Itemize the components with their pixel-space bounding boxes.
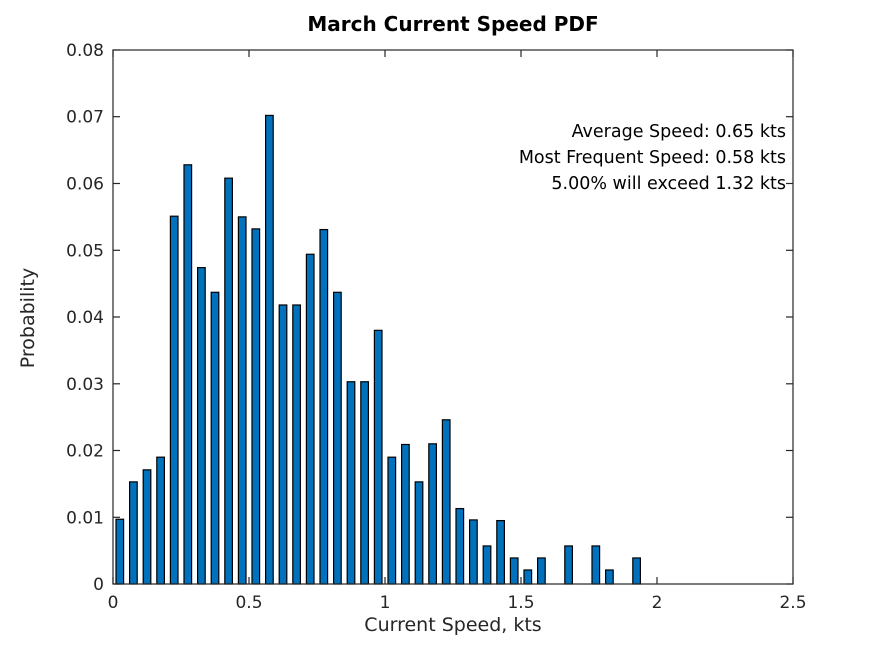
bar: [482, 545, 492, 585]
bar: [156, 456, 166, 585]
bar: [142, 469, 152, 585]
bar: [319, 228, 329, 585]
annotation-average-speed: Average Speed: 0.65 kts: [571, 122, 786, 142]
bar: [278, 304, 288, 585]
y-tick-label: 0.03: [66, 375, 104, 395]
bar: [604, 569, 614, 585]
bar: [333, 291, 342, 585]
y-tick-label: 0.02: [66, 442, 104, 462]
bar: [265, 114, 274, 585]
x-tick-label: 2: [652, 593, 663, 613]
annotation-most-frequent-speed: Most Frequent Speed: 0.58 kts: [518, 148, 786, 168]
bar: [536, 557, 546, 585]
bar: [591, 545, 601, 585]
bar: [251, 228, 261, 585]
y-tick-label: 0.06: [66, 175, 104, 195]
bar: [414, 481, 424, 585]
y-tick-label: 0.01: [66, 508, 104, 528]
bar: [292, 304, 301, 585]
y-tick-label: 0.05: [66, 241, 104, 261]
bar: [210, 291, 220, 585]
bar: [237, 216, 247, 585]
bar: [115, 518, 125, 585]
annotation-exceedance: 5.00% will exceed 1.32 kts: [551, 174, 786, 194]
x-tick-label: 2.5: [779, 593, 806, 613]
y-tick-label: 0.08: [66, 41, 104, 61]
bar: [169, 215, 179, 585]
bar: [441, 419, 451, 585]
x-tick-label: 1: [380, 593, 391, 613]
bar: [523, 569, 533, 585]
x-tick-label: 1.5: [507, 593, 534, 613]
bar: [346, 381, 356, 585]
x-axis-label: Current Speed, kts: [364, 614, 542, 636]
bar: [509, 557, 519, 585]
bar: [401, 443, 410, 585]
bar: [197, 267, 206, 585]
y-axis-label: Probability: [17, 267, 39, 369]
bar: [469, 519, 478, 585]
annotation-block: Average Speed: 0.65 kts Most Frequent Sp…: [519, 119, 786, 197]
bar: [183, 164, 193, 585]
chart-title: March Current Speed PDF: [307, 12, 599, 36]
bar: [455, 507, 465, 585]
bar: [387, 456, 397, 585]
x-tick-label: 0: [108, 593, 119, 613]
bar: [360, 381, 369, 585]
y-tick-label: 0.07: [66, 108, 104, 128]
y-tick-label: 0.04: [66, 308, 104, 328]
bar: [373, 329, 383, 585]
y-tick-label: 0: [93, 575, 104, 595]
bar: [224, 177, 234, 585]
bar: [632, 557, 641, 585]
bar: [496, 519, 505, 585]
bar: [564, 545, 573, 585]
x-tick-label: 0.5: [235, 593, 262, 613]
bar: [428, 443, 437, 585]
bar: [305, 253, 315, 585]
bar: [129, 481, 138, 585]
